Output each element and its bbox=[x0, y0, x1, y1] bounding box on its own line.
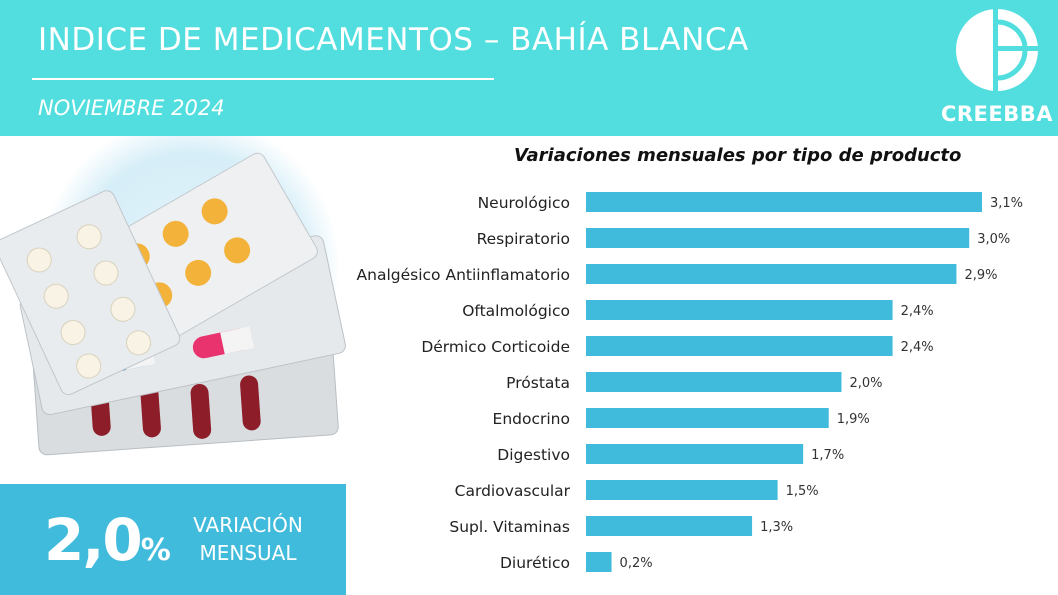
category-label: Cardiovascular bbox=[455, 482, 571, 500]
title-divider bbox=[32, 78, 494, 80]
category-label: Dérmico Corticoide bbox=[421, 338, 570, 356]
bar bbox=[586, 264, 957, 284]
monthly-variation-value: 2,0% bbox=[44, 508, 171, 583]
category-label: Supl. Vitaminas bbox=[449, 518, 570, 536]
bar bbox=[586, 228, 970, 248]
monthly-variation-label-line1: VARIACIÓN bbox=[193, 513, 303, 537]
category-label: Diurético bbox=[500, 554, 570, 572]
chart-title: Variaciones mensuales por tipo de produc… bbox=[514, 145, 962, 166]
brand-name: CREEBBA bbox=[940, 102, 1054, 126]
header-banner bbox=[0, 0, 1058, 136]
value-label: 3,1% bbox=[990, 196, 1023, 211]
bar bbox=[586, 336, 893, 356]
period-subtitle: NOVIEMBRE 2024 bbox=[38, 96, 225, 120]
bar bbox=[586, 444, 804, 464]
creebba-logo-icon bbox=[956, 8, 1039, 92]
monthly-variation-box bbox=[0, 484, 346, 595]
category-label: Neurológico bbox=[478, 194, 570, 212]
bar bbox=[586, 408, 829, 428]
category-label: Analgésico Antiinflamatorio bbox=[357, 266, 570, 284]
category-label: Próstata bbox=[506, 374, 570, 392]
value-label: 1,3% bbox=[760, 520, 793, 535]
page-title: INDICE DE MEDICAMENTOS – BAHÍA BLANCA bbox=[38, 22, 749, 58]
value-label: 0,2% bbox=[620, 556, 653, 571]
bar bbox=[586, 192, 982, 212]
category-label: Endocrino bbox=[493, 410, 570, 428]
category-label: Oftalmológico bbox=[462, 302, 570, 320]
bar bbox=[586, 372, 842, 392]
bar-chart: Neurológico 3,1% Respiratorio 3,0% Analgésic… bbox=[357, 192, 1023, 572]
value-label: 1,5% bbox=[786, 484, 819, 499]
bar bbox=[586, 552, 612, 572]
bar bbox=[586, 480, 778, 500]
pills-illustration bbox=[0, 136, 346, 456]
monthly-variation-number: 2,0 bbox=[44, 506, 143, 574]
monthly-variation-label: VARIACIÓN MENSUAL bbox=[178, 511, 318, 567]
monthly-variation-label-line2: MENSUAL bbox=[199, 541, 297, 565]
value-label: 1,7% bbox=[811, 448, 844, 463]
value-label: 2,4% bbox=[901, 340, 934, 355]
value-label: 2,4% bbox=[901, 304, 934, 319]
value-label: 1,9% bbox=[837, 412, 870, 427]
category-label: Respiratorio bbox=[477, 230, 570, 248]
bar bbox=[586, 516, 753, 536]
value-label: 2,9% bbox=[964, 268, 997, 283]
percent-sign: % bbox=[140, 533, 171, 568]
bar bbox=[586, 300, 893, 320]
value-label: 3,0% bbox=[977, 232, 1010, 247]
category-label: Digestivo bbox=[497, 446, 570, 464]
value-label: 2,0% bbox=[849, 376, 882, 391]
